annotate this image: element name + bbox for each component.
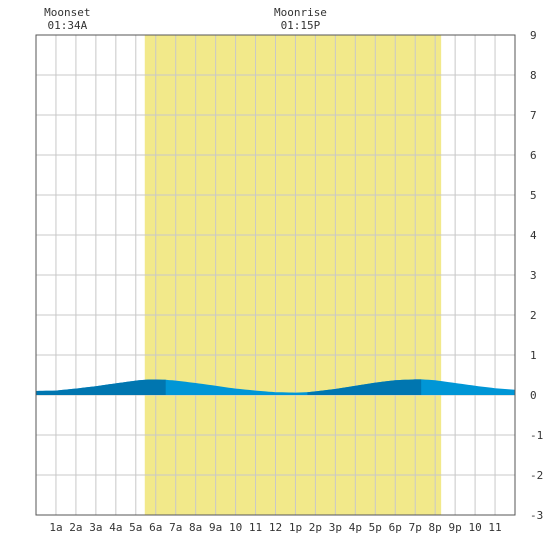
x-tick-label: 2p	[309, 521, 322, 534]
moon-event-label: Moonrise	[274, 6, 327, 19]
y-tick-label: -2	[530, 469, 543, 482]
x-tick-label: 10	[229, 521, 242, 534]
plot-border	[35, 34, 516, 516]
moon-event-time: 01:15P	[281, 19, 321, 32]
moon-event-label: Moonset	[44, 6, 90, 19]
y-tick-label: 4	[530, 229, 537, 242]
y-tick-label: 8	[530, 69, 537, 82]
y-tick-label: 1	[530, 349, 537, 362]
x-tick-label: 5a	[129, 521, 142, 534]
y-tick-label: 9	[530, 29, 537, 42]
y-tick-label: 0	[530, 389, 537, 402]
y-tick-label: 6	[530, 149, 537, 162]
moon-event-time: 01:34A	[47, 19, 87, 32]
x-tick-label: 7p	[409, 521, 422, 534]
x-tick-label: 3a	[89, 521, 102, 534]
y-tick-label: 2	[530, 309, 537, 322]
tide-area-rising	[36, 379, 166, 395]
x-tick-label: 12	[269, 521, 282, 534]
x-tick-label: 7a	[169, 521, 182, 534]
x-tick-label: 11	[488, 521, 501, 534]
x-tick-label: 10	[468, 521, 481, 534]
y-tick-label: 5	[530, 189, 537, 202]
x-tick-label: 8p	[429, 521, 442, 534]
x-tick-label: 4a	[109, 521, 122, 534]
x-tick-label: 4p	[349, 521, 362, 534]
y-tick-label: 3	[530, 269, 537, 282]
y-tick-label: -1	[530, 429, 543, 442]
x-tick-label: 6a	[149, 521, 162, 534]
x-tick-label: 5p	[369, 521, 382, 534]
x-tick-label: 1a	[49, 521, 62, 534]
x-tick-label: 1p	[289, 521, 302, 534]
tide-area-rising	[307, 379, 422, 395]
x-tick-label: 9a	[209, 521, 222, 534]
x-tick-label: 3p	[329, 521, 342, 534]
x-tick-label: 2a	[69, 521, 82, 534]
x-tick-label: 6p	[389, 521, 402, 534]
x-tick-label: 8a	[189, 521, 202, 534]
y-tick-label: 7	[530, 109, 537, 122]
x-tick-label: 11	[249, 521, 262, 534]
y-tick-label: -3	[530, 509, 543, 522]
x-tick-label: 9p	[449, 521, 462, 534]
